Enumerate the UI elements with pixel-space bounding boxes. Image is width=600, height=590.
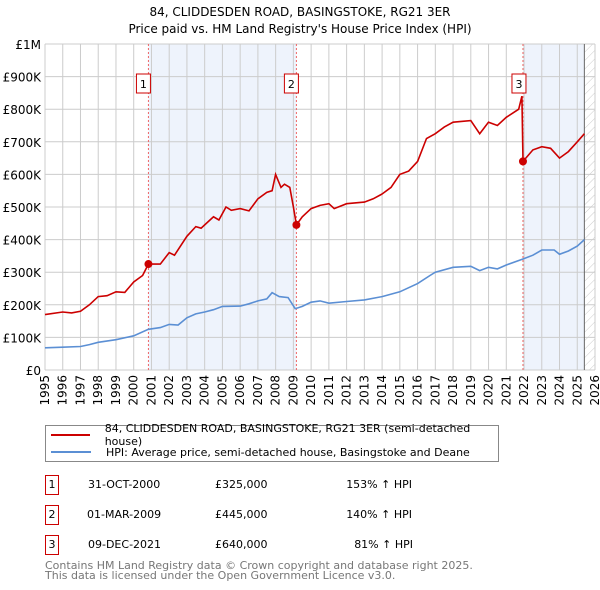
legend-label-property: 84, CLIDDESDEN ROAD, BASINGSTOKE, RG21 3… xyxy=(104,422,471,448)
y-tick-label: £400K xyxy=(3,234,43,248)
footer-licence: This data is licensed under the Open Gov… xyxy=(45,569,396,582)
legend-line-property xyxy=(51,434,90,436)
x-tick-label: 2003 xyxy=(180,375,194,406)
x-tick-label: 2018 xyxy=(446,375,460,406)
legend-item-hpi: HPI: Average price, semi-detached house,… xyxy=(46,444,470,460)
legend-label-hpi: HPI: Average price, semi-detached house,… xyxy=(106,445,470,459)
x-tick-label: 2013 xyxy=(357,375,371,406)
x-tick-label: 2010 xyxy=(304,375,318,406)
x-tick-label: 2014 xyxy=(375,375,389,406)
y-tick-label: £0 xyxy=(26,364,41,378)
x-tick-label: 1996 xyxy=(56,375,70,406)
sale-label-box xyxy=(135,73,151,94)
x-tick-label: 2000 xyxy=(127,375,141,406)
x-tick-label: 2022 xyxy=(517,375,531,406)
sale-row: 2 01-MAR-2009 £445,000 140% ↑ HPI xyxy=(45,505,445,525)
x-tick-label: 2006 xyxy=(233,375,247,406)
x-tick-label: 2020 xyxy=(482,375,496,406)
y-tick-label: £800K xyxy=(3,103,43,117)
price-chart: 84, CLIDDESDEN ROAD, BASINGSTOKE, RG21 3… xyxy=(3,5,600,406)
x-tick-label: 2017 xyxy=(428,375,442,406)
sale-label: 2 xyxy=(288,78,295,91)
x-tick-label: 2007 xyxy=(251,375,265,406)
sale-date: 01-MAR-2009 xyxy=(87,508,162,521)
x-tick-label: 2019 xyxy=(464,375,478,406)
sale-label: 1 xyxy=(140,78,147,91)
sale-point xyxy=(144,260,153,269)
footer: Contains HM Land Registry data © Crown c… xyxy=(45,559,473,582)
series-line-hpi xyxy=(44,239,585,349)
x-tick-label: 2009 xyxy=(286,375,300,406)
legend: 84, CLIDDESDEN ROAD, BASINGSTOKE, RG21 3… xyxy=(45,422,499,462)
sale-label-box xyxy=(511,73,527,94)
sale-hpi-change: 81% ↑ HPI xyxy=(354,538,413,551)
x-tick-label: 2004 xyxy=(198,375,212,406)
x-tick-label: 2024 xyxy=(553,375,567,406)
x-tick-label: 1997 xyxy=(73,375,87,406)
sale-date: 09-DEC-2021 xyxy=(88,538,162,551)
x-tick-label: 2002 xyxy=(162,375,176,406)
sale-label-box xyxy=(283,73,299,94)
y-tick-label: £500K xyxy=(3,201,43,215)
x-tick-label: 1999 xyxy=(109,375,123,406)
x-tick-label: 2026 xyxy=(588,375,600,406)
x-tick-label: 2005 xyxy=(215,375,229,406)
sale-hpi-change: 140% ↑ HPI xyxy=(346,508,412,521)
sale-price: £445,000 xyxy=(215,508,268,521)
x-tick-label: 2001 xyxy=(144,375,158,406)
x-tick-label: 2011 xyxy=(322,375,336,406)
y-tick-label: £200K xyxy=(3,299,43,313)
x-tick-label: 2012 xyxy=(340,375,354,406)
x-tick-label: 2015 xyxy=(393,375,407,406)
sale-label: 3 xyxy=(515,78,522,91)
sale-row: 1 31-OCT-2000 £325,000 153% ↑ HPI xyxy=(45,475,445,495)
x-tick-label: 2008 xyxy=(269,375,283,406)
chart-title: 84, CLIDDESDEN ROAD, BASINGSTOKE, RG21 3… xyxy=(149,5,450,19)
sale-hpi-change: 153% ↑ HPI xyxy=(346,478,412,491)
x-tick-label: 2023 xyxy=(535,375,549,406)
sale-number-badge: 2 xyxy=(45,505,59,525)
chart-subtitle: Price paid vs. HM Land Registry's House … xyxy=(128,22,471,36)
y-tick-label: £700K xyxy=(3,136,43,150)
x-tick-label: 2025 xyxy=(570,375,584,406)
y-tick-label: £900K xyxy=(3,71,43,85)
y-tick-label: £1M xyxy=(15,38,41,52)
x-tick-label: 2016 xyxy=(411,375,425,406)
x-tick-label: 2021 xyxy=(499,375,513,406)
x-tick-label: 1998 xyxy=(91,375,105,406)
y-tick-label: £300K xyxy=(3,266,43,280)
sale-date: 31-OCT-2000 xyxy=(88,478,161,491)
sale-row: 3 09-DEC-2021 £640,000 81% ↑ HPI xyxy=(45,535,445,555)
sale-number-badge: 1 xyxy=(45,475,59,495)
footer-copyright: Contains HM Land Registry data © Crown c… xyxy=(45,559,473,572)
y-tick-label: £600K xyxy=(3,168,43,182)
legend-item-property: 84, CLIDDESDEN ROAD, BASINGSTOKE, RG21 3… xyxy=(46,422,498,448)
sale-number-badge: 3 xyxy=(45,535,59,555)
x-tick-label: 1995 xyxy=(38,375,52,406)
sale-price: £325,000 xyxy=(215,478,268,491)
sale-point xyxy=(292,220,301,229)
sale-price: £640,000 xyxy=(215,538,268,551)
series-line-property xyxy=(44,96,586,316)
legend-line-hpi xyxy=(51,451,91,453)
sale-point xyxy=(518,157,527,166)
y-tick-label: £100K xyxy=(3,331,43,345)
